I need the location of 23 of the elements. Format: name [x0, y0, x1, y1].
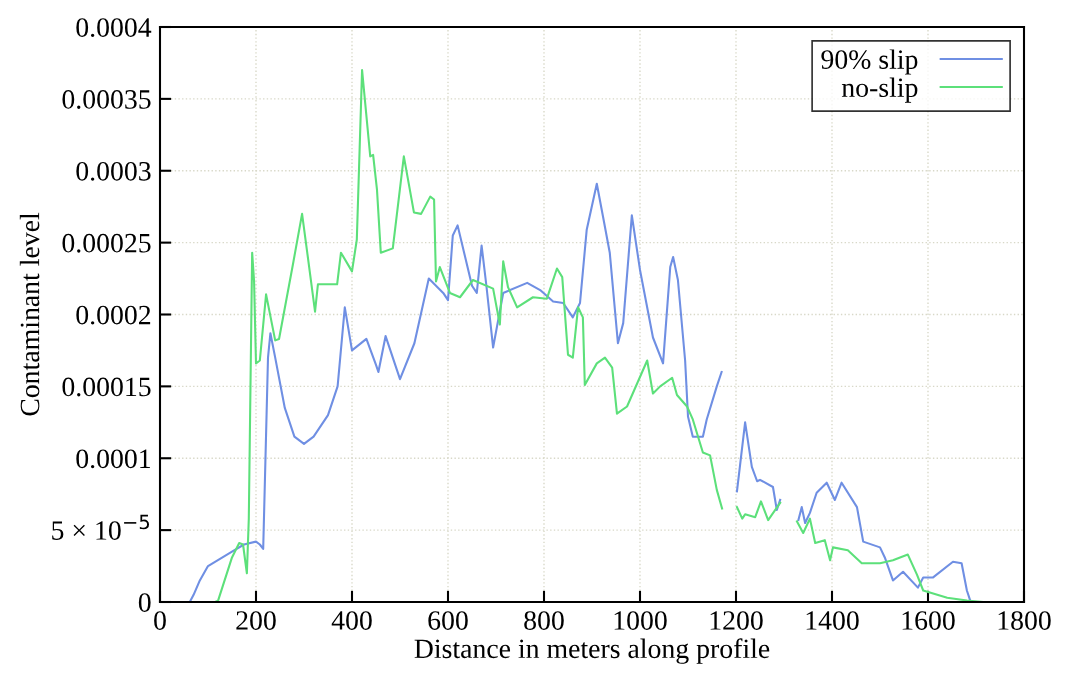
x-tick-label: 800 — [524, 611, 564, 630]
y-tick-label: 0 — [138, 593, 151, 612]
legend-label: 90% slip — [821, 49, 918, 75]
legend-label: no-slip — [841, 77, 918, 103]
y-tick-label: 0.00025 — [62, 233, 151, 253]
x-tick-label: 600 — [428, 611, 468, 630]
y-tick-label: 0.0004 — [76, 18, 152, 38]
y-tick-label: 0.00035 — [62, 90, 151, 109]
y-tick-label: 0.00015 — [62, 377, 151, 397]
y-tick-label: 0.0002 — [76, 305, 151, 325]
x-axis-title: Distance in meters along profile — [414, 638, 770, 664]
x-tick-label: 1000 — [614, 611, 667, 630]
x-tick-label: 0 — [154, 611, 166, 630]
y-tick-label: 0.0003 — [76, 161, 151, 181]
x-tick-label: 1400 — [806, 611, 859, 630]
x-tick-label: 200 — [236, 611, 276, 630]
x-tick-label: 400 — [331, 611, 372, 630]
x-tick-label: 1600 — [902, 611, 955, 630]
y-axis-title: Contaminant level — [19, 212, 40, 416]
x-tick-label: 1200 — [710, 611, 763, 630]
y-tick-label: 5 × 10$^{−5}$ — [52, 514, 150, 540]
x-tick-label: 1800 — [998, 611, 1051, 630]
y-tick-label: 0.0001 — [76, 449, 150, 469]
